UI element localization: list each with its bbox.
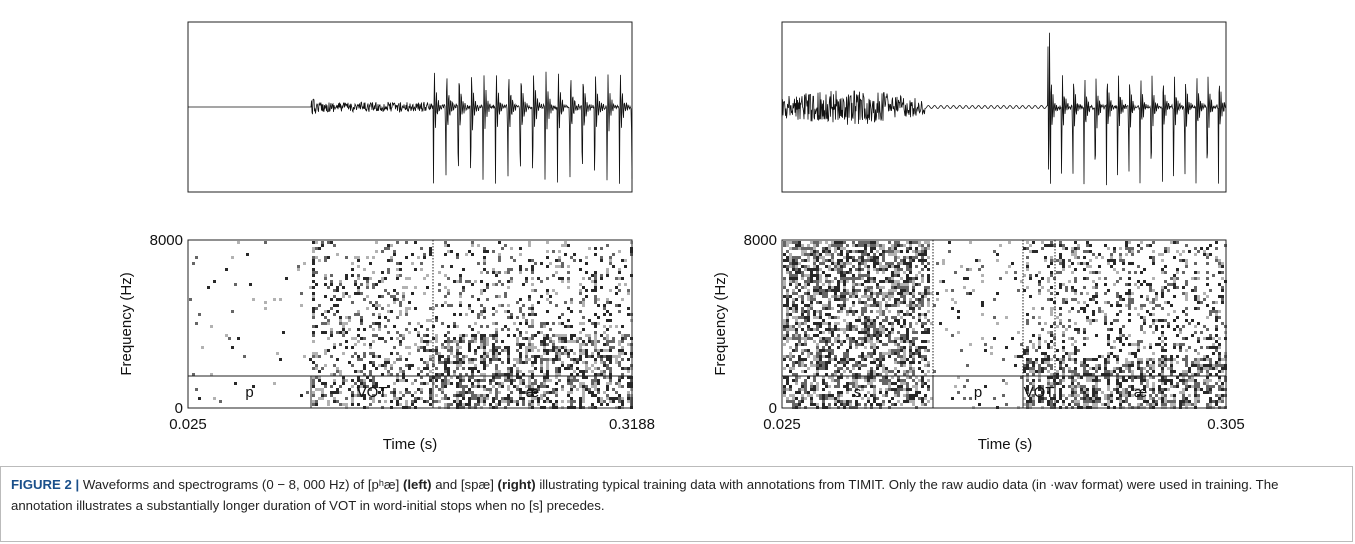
- y-bottom-label: 0: [175, 400, 183, 417]
- tier-label: s: [854, 384, 862, 401]
- caption-text: (right): [497, 477, 536, 492]
- spectrogram-shading: [783, 241, 1227, 409]
- y-top-label: 8000: [744, 232, 777, 249]
- spectrogram-shading: [198, 241, 633, 409]
- right-panel: 8000 0 0.025 0.305 Time (s) Frequency (H…: [712, 21, 1245, 453]
- y-top-label: 8000: [150, 232, 183, 249]
- tier-label: VOT: [357, 384, 388, 401]
- caption: FIGURE 2 | Waveforms and spectrograms (0…: [0, 466, 1353, 542]
- spectrogram-frame: [187, 239, 633, 409]
- y-bottom-label: 0: [769, 400, 777, 417]
- caption-text: Waveforms and spectrograms (0 − 8, 000 H…: [82, 477, 400, 492]
- x-axis-label: Time (s): [383, 436, 437, 453]
- spectrogram-shading: [189, 241, 633, 409]
- spectrogram-shading: [783, 241, 1227, 409]
- tier-label: VOT: [1024, 384, 1055, 401]
- caption-text: and [spæ]: [435, 477, 494, 492]
- spectrogram-shading: [201, 241, 633, 409]
- x-left-label: 0.025: [169, 416, 207, 433]
- tier-label: æ: [526, 384, 539, 401]
- tier-label: p: [974, 384, 982, 401]
- x-axis-label: Time (s): [978, 436, 1032, 453]
- spectrogram-frame: [781, 239, 1227, 409]
- x-left-label: 0.025: [763, 416, 801, 433]
- x-right-label: 0.305: [1207, 416, 1245, 433]
- y-axis-label: Frequency (Hz): [712, 272, 729, 375]
- waveform: [781, 32, 1227, 186]
- x-right-label: 0.3188: [609, 416, 655, 433]
- figure-graphics: 8000 0 0.025 0.3188 Time (s) Frequency (…: [118, 21, 1245, 453]
- y-axis-label: Frequency (Hz): [118, 272, 135, 375]
- caption-label: FIGURE 2 |: [11, 477, 80, 492]
- tier-label: æ: [1134, 384, 1147, 401]
- caption-text: (left): [402, 477, 432, 492]
- tier-label: p: [245, 384, 253, 401]
- caption-text: illustrating typical training data with …: [11, 477, 1279, 513]
- left-panel: 8000 0 0.025 0.3188 Time (s) Frequency (…: [118, 21, 655, 453]
- waveform: [188, 71, 633, 184]
